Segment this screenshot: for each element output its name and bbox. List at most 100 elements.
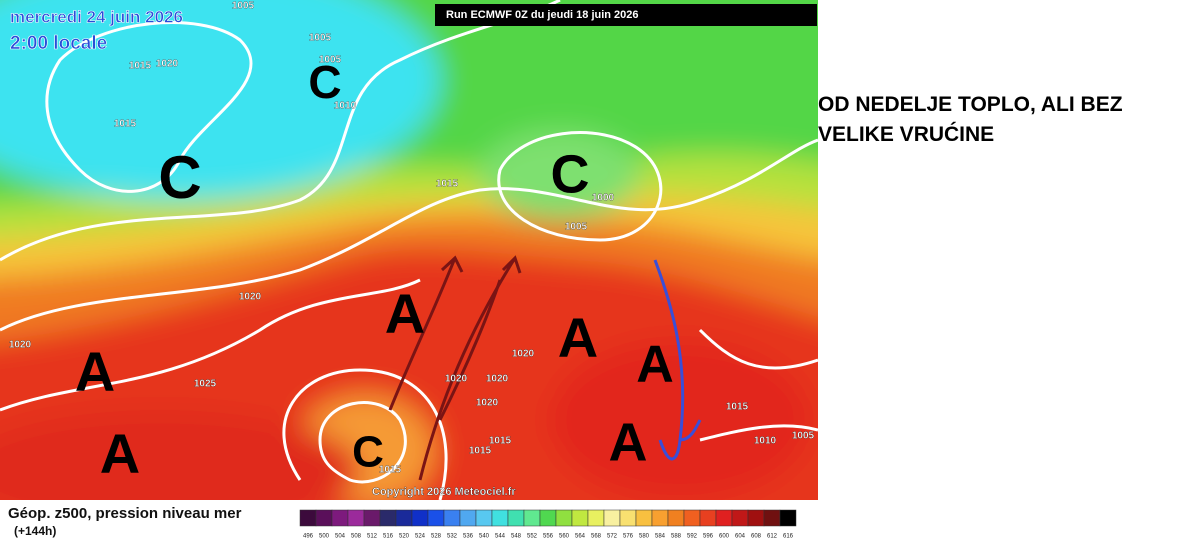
- colorbar-label: 548: [511, 534, 522, 540]
- time-text: 2:00 locale: [10, 33, 107, 54]
- colorbar-label: 512: [367, 534, 378, 540]
- isobars: [0, 0, 818, 500]
- legend-title: Géop. z500, pression niveau mer: [8, 505, 242, 522]
- colorbar-cell: [571, 509, 589, 527]
- colorbar-label: 584: [655, 534, 666, 540]
- colorbar-cell: [555, 509, 573, 527]
- colorbar-label: 612: [767, 534, 778, 540]
- colorbar-label: 608: [751, 534, 762, 540]
- isobar-label: 1015: [114, 119, 137, 130]
- isobar-label: 1015: [469, 446, 492, 457]
- isobar-label: 1020: [9, 340, 32, 351]
- colorbar-cell: [523, 509, 541, 527]
- isobar-label: 1020: [239, 292, 262, 303]
- colorbar-cell: [459, 509, 477, 527]
- colorbar: 496 500 504 508 512 516 520 524 528 532 536 540 544 5…: [299, 509, 797, 540]
- colorbar-label: 564: [575, 534, 586, 540]
- pressure-center: C: [308, 56, 341, 108]
- isobar-label: 1020: [486, 374, 509, 385]
- colorbar-label: 556: [543, 534, 554, 540]
- isobar-label: 1015: [726, 402, 749, 413]
- pressure-center: A: [75, 340, 115, 403]
- isobar-label: 1020: [156, 59, 179, 70]
- colorbar-cell: [491, 509, 509, 527]
- colorbar-cell: [667, 509, 685, 527]
- pressure-center: A: [558, 306, 598, 369]
- field: [0, 0, 818, 500]
- colorbar-label: 568: [591, 534, 602, 540]
- colorbar-label: 504: [335, 534, 346, 540]
- colorbar-label: 536: [463, 534, 474, 540]
- pressure-center: A: [609, 412, 648, 472]
- colorbar-cell: [395, 509, 413, 527]
- colorbar-label: 576: [623, 534, 634, 540]
- isobar-label: 1000: [592, 193, 615, 204]
- copyright: Copyright 2026 Meteociel.fr: [372, 486, 516, 498]
- colorbar-cell: [507, 509, 525, 527]
- colorbar-cell: [331, 509, 349, 527]
- colorbar-cell: [347, 509, 365, 527]
- colorbar-label: 552: [527, 534, 538, 540]
- colorbar-label: 592: [687, 534, 698, 540]
- colorbar-cell: [699, 509, 717, 527]
- map: Run ECMWF 0Z du jeudi 18 juin 2026 mercr…: [0, 0, 818, 500]
- pressure-center: C: [551, 144, 590, 204]
- isobar-label: 1005: [792, 431, 815, 442]
- colorbar-cell: [539, 509, 557, 527]
- arrows-warm: [388, 255, 522, 481]
- colorbar-label: 508: [351, 534, 362, 540]
- isobar-label: 1005: [319, 55, 342, 66]
- isobar-label: 1020: [512, 349, 535, 360]
- colorbar-cell: [779, 509, 797, 527]
- colorbar-label: 580: [639, 534, 650, 540]
- isobar-label: 1015: [379, 465, 402, 476]
- isobar-label: 1010: [754, 436, 777, 447]
- isobar-label: 1005: [232, 1, 255, 12]
- colorbar-cell: [587, 509, 605, 527]
- colorbar-label: 596: [703, 534, 714, 540]
- isobar-label: 1015: [436, 179, 459, 190]
- colorbar-cell: [299, 509, 317, 527]
- colorbar-label: 528: [431, 534, 442, 540]
- colorbar-label: 524: [415, 534, 426, 540]
- colorbar-cell: [443, 509, 461, 527]
- colorbar-cell: [619, 509, 637, 527]
- isobar-label: 1005: [309, 33, 332, 44]
- pressure-center: A: [636, 336, 674, 394]
- colorbar-cell: [603, 509, 621, 527]
- caption: OD NEDELJE TOPLO, ALI BEZ VELIKE VRUĆINE: [818, 90, 1123, 150]
- colorbar-cell: [635, 509, 653, 527]
- colorbar-cell: [427, 509, 445, 527]
- isobar-label: 1010: [334, 101, 357, 112]
- pressure-center: A: [100, 422, 140, 485]
- colorbar-cell: [763, 509, 781, 527]
- colorbar-cell: [731, 509, 749, 527]
- colorbar-label: 500: [319, 534, 330, 540]
- pressure-center: C: [352, 428, 384, 477]
- colorbar-label: 560: [559, 534, 570, 540]
- colorbar-label: 572: [607, 534, 618, 540]
- colorbar-cell: [315, 509, 333, 527]
- isobar-label: 1025: [194, 379, 217, 390]
- colorbar-label: 604: [735, 534, 746, 540]
- colorbar-label: 600: [719, 534, 730, 540]
- colorbar-label: 616: [783, 534, 794, 540]
- isobar-label: 1020: [445, 374, 468, 385]
- colorbar-cell: [715, 509, 733, 527]
- isobar-label: 1015: [129, 61, 152, 72]
- colorbar-cell: [363, 509, 381, 527]
- isobar-label: 1005: [565, 222, 588, 233]
- colorbar-label: 532: [447, 534, 458, 540]
- isobar-label: 1015: [489, 436, 512, 447]
- colorbar-label: 516: [383, 534, 394, 540]
- run-banner: [435, 4, 817, 26]
- date-text: mercredi 24 juin 2026: [10, 7, 183, 26]
- colorbar-cell: [651, 509, 669, 527]
- colorbar-cell: [411, 509, 429, 527]
- caption-line: VELIKE VRUĆINE: [818, 123, 995, 146]
- pressure-centers: CC CA A AAA AC: [75, 56, 674, 485]
- colorbar-label: 588: [671, 534, 682, 540]
- pressure-center: C: [158, 144, 201, 211]
